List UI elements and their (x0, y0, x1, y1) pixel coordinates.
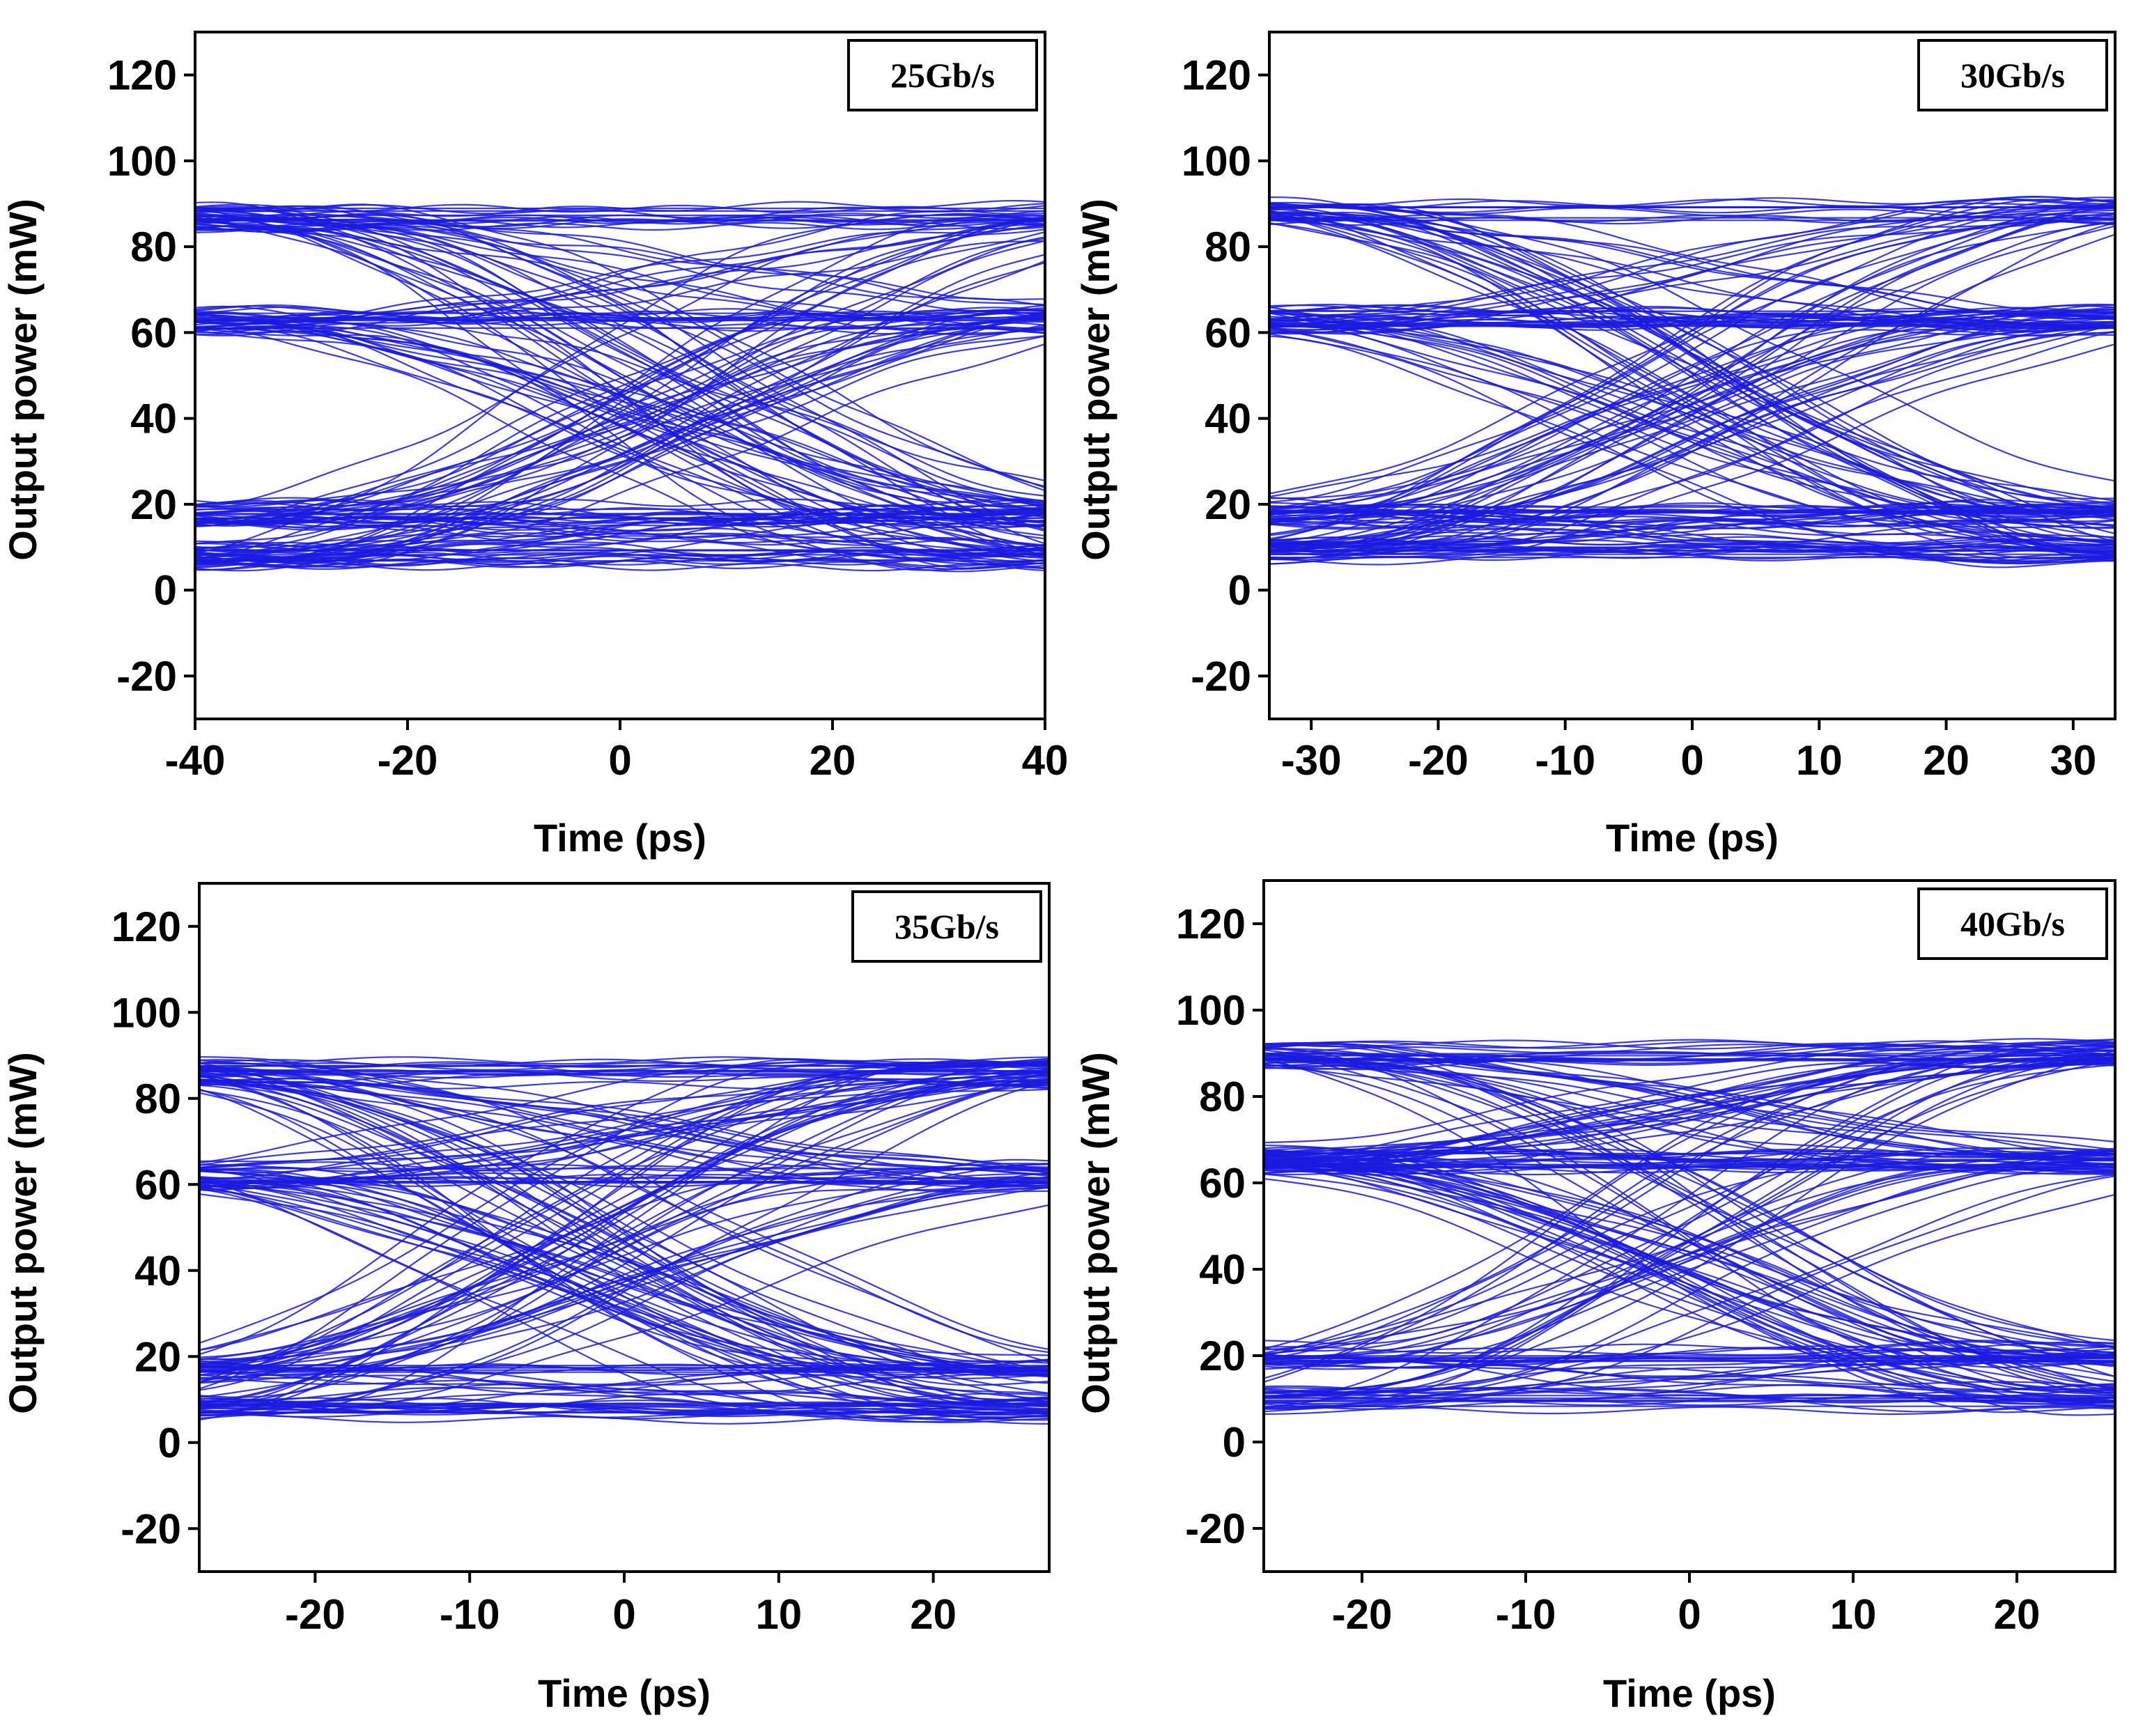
y-tick-label: 0 (1228, 567, 1251, 614)
y-tick-label: 0 (154, 567, 177, 614)
bitrate-label: 40Gb/s (1960, 904, 2065, 943)
eye-panel-2: -20 0 20 40 60 80 100 120 -30 -20 -10 0 10 20 30 Time (… (1074, 31, 2116, 860)
y-tick-label: 40 (1199, 1246, 1246, 1293)
y-tick-label: 20 (130, 481, 177, 528)
x-tick-label: 20 (1923, 737, 1969, 784)
x-tick-label: 10 (1796, 737, 1843, 784)
eye-traces (195, 199, 1045, 573)
eye-panel-4: -20 0 20 40 60 80 100 120 -20 -10 0 10 20 Time (ps) Ou… (1074, 879, 2116, 1715)
y-tick-label: 40 (130, 396, 177, 442)
y-tick-label: 80 (1199, 1074, 1246, 1120)
x-axis-label: Time (ps) (538, 1671, 711, 1715)
y-axis-label: Output power (mW) (1074, 199, 1117, 560)
y-tick-label: 100 (107, 138, 177, 185)
y-tick-label: 60 (130, 309, 177, 356)
x-tick-label: 0 (612, 1591, 635, 1638)
y-tick-label: 60 (1199, 1160, 1246, 1207)
x-tick-label: -20 (1408, 737, 1469, 784)
y-tick-label: 100 (1182, 138, 1251, 185)
x-tick-label: 40 (1022, 737, 1069, 784)
x-tick-label: 30 (2050, 737, 2096, 784)
y-tick-label: 40 (134, 1248, 181, 1294)
y-tick-label: 80 (1205, 224, 1251, 270)
x-tick-label: -40 (165, 737, 226, 784)
y-tick-label: 100 (111, 989, 181, 1036)
x-tick-label: 10 (1830, 1591, 1877, 1638)
x-tick-label: -20 (285, 1591, 346, 1638)
x-tick-label: 0 (1678, 1591, 1701, 1638)
y-axis-label: Output power (mW) (1, 199, 45, 560)
bitrate-badge (1917, 39, 2108, 111)
x-tick-label: 20 (1994, 1591, 2041, 1638)
x-tick-label: -20 (378, 737, 438, 784)
plot-frame (194, 31, 1046, 720)
y-tick-label: 60 (134, 1161, 181, 1208)
x-tick-label: -30 (1281, 737, 1342, 784)
y-tick-label: 120 (111, 904, 181, 950)
bitrate-badge (851, 890, 1042, 963)
eye-traces (1269, 195, 2115, 568)
y-tick-label: 20 (134, 1333, 181, 1380)
y-tick-label: 80 (134, 1076, 181, 1122)
bitrate-badge (847, 39, 1038, 111)
y-tick-label: -20 (1185, 1505, 1246, 1552)
bitrate-label: 25Gb/s (890, 56, 995, 95)
eye-panel-3: -20 0 20 40 60 80 100 120 -20 -10 0 10 20 Time (ps) Ou… (1, 882, 1051, 1715)
y-tick-label: 120 (1182, 52, 1251, 99)
y-axis-label: Output power (mW) (1, 1052, 45, 1413)
x-tick-label: 10 (755, 1591, 802, 1638)
bitrate-label: 35Gb/s (895, 907, 999, 946)
y-tick-label: 0 (1223, 1419, 1246, 1466)
y-tick-label: 40 (1205, 396, 1251, 442)
y-tick-label: 20 (1199, 1333, 1246, 1379)
y-tick-label: 20 (1205, 481, 1251, 528)
y-tick-label: 120 (107, 52, 177, 99)
x-tick-label: -10 (1496, 1591, 1556, 1638)
y-tick-label: -20 (116, 653, 177, 699)
x-tick-label: -20 (1332, 1591, 1393, 1638)
x-axis-label: Time (ps) (534, 816, 706, 860)
x-axis-label: Time (ps) (1603, 1671, 1776, 1715)
bitrate-badge (1917, 888, 2108, 960)
bitrate-label: 30Gb/s (1960, 56, 2065, 95)
y-tick-label: 120 (1176, 901, 1246, 947)
x-tick-label: 0 (1680, 737, 1703, 784)
x-tick-label: 0 (608, 737, 631, 784)
eye-traces (1264, 1038, 2115, 1416)
x-tick-label: 20 (810, 737, 856, 784)
y-tick-label: -20 (1191, 653, 1251, 699)
y-tick-label: 100 (1176, 987, 1246, 1034)
y-tick-label: 80 (130, 224, 177, 270)
y-tick-label: 60 (1205, 309, 1251, 356)
x-tick-label: -10 (1535, 737, 1595, 784)
eye-traces (199, 1056, 1049, 1425)
x-axis-label: Time (ps) (1606, 816, 1779, 860)
y-tick-label: -20 (121, 1505, 181, 1552)
x-tick-label: -10 (440, 1591, 500, 1638)
eye-panel-1: -20 0 20 40 60 80 100 120 -40 -20 0 20 40 Time (ps) Ou… (1, 31, 1069, 860)
y-tick-label: 0 (158, 1420, 181, 1466)
y-axis-label: Output power (mW) (1074, 1052, 1117, 1413)
x-tick-label: 20 (910, 1591, 957, 1638)
